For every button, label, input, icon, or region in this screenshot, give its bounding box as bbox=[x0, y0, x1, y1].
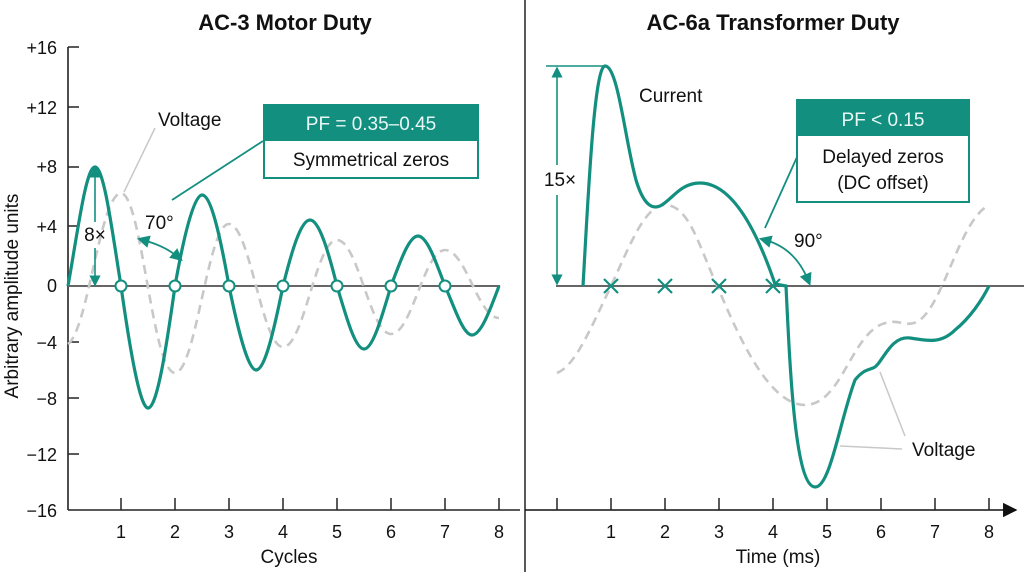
right-x-ticks bbox=[556, 498, 990, 510]
svg-text:+16: +16 bbox=[26, 38, 57, 58]
right-angle-arc bbox=[758, 235, 812, 286]
svg-text:−16: −16 bbox=[26, 501, 57, 521]
left-angle-label: 70° bbox=[145, 213, 174, 234]
left-voltage-leader bbox=[123, 127, 156, 193]
left-panel: AC-3 Motor Duty +16 +12 +8 +4 0 −4 −8 −1… bbox=[2, 10, 520, 568]
right-peak-label: 15× bbox=[544, 170, 576, 191]
right-voltage-label: Voltage bbox=[912, 440, 975, 461]
left-zero-crossing-markers bbox=[114, 279, 452, 293]
svg-text:+8: +8 bbox=[36, 157, 57, 177]
right-box-body-line2: (DC offset) bbox=[837, 173, 929, 194]
left-peak-label: 8× bbox=[84, 225, 106, 246]
svg-text:4: 4 bbox=[768, 522, 778, 542]
left-box-header: PF = 0.35–0.45 bbox=[306, 114, 436, 135]
svg-text:3: 3 bbox=[224, 522, 234, 542]
left-current-curve bbox=[66, 165, 501, 410]
right-chart-title: AC-6a Transformer Duty bbox=[646, 10, 900, 35]
right-box-header: PF < 0.15 bbox=[842, 110, 925, 131]
right-x-tick-labels: 1 2 3 4 5 6 7 8 bbox=[606, 522, 994, 542]
left-x-tick-labels: 1 2 3 4 5 6 7 8 bbox=[116, 522, 504, 542]
right-pf-box: PF < 0.15 Delayed zeros (DC offset) bbox=[796, 99, 970, 203]
right-x-axis-label: Time (ms) bbox=[736, 547, 821, 568]
right-box-body-line1: Delayed zeros bbox=[822, 147, 943, 168]
svg-text:8: 8 bbox=[984, 522, 994, 542]
svg-text:6: 6 bbox=[386, 522, 396, 542]
right-voltage-leader-2 bbox=[879, 371, 906, 437]
svg-text:1: 1 bbox=[606, 522, 616, 542]
svg-text:0: 0 bbox=[47, 276, 57, 296]
left-angle-arc bbox=[136, 235, 183, 262]
right-voltage-curve bbox=[556, 203, 990, 407]
right-angle-label: 90° bbox=[794, 231, 823, 252]
left-voltage-label: Voltage bbox=[158, 110, 221, 131]
svg-text:7: 7 bbox=[440, 522, 450, 542]
right-current-label: Current bbox=[639, 86, 703, 107]
svg-text:1: 1 bbox=[116, 522, 126, 542]
svg-text:2: 2 bbox=[660, 522, 670, 542]
svg-text:5: 5 bbox=[332, 522, 342, 542]
svg-text:+12: +12 bbox=[26, 98, 57, 118]
svg-text:5: 5 bbox=[822, 522, 832, 542]
svg-text:2: 2 bbox=[170, 522, 180, 542]
right-panel: AC-6a Transformer Duty 1 2 3 4 5 6 7 8 T… bbox=[525, 10, 1024, 568]
svg-text:8: 8 bbox=[494, 522, 504, 542]
left-chart-title: AC-3 Motor Duty bbox=[198, 10, 372, 35]
svg-text:3: 3 bbox=[714, 522, 724, 542]
right-current-curve bbox=[581, 64, 991, 489]
svg-text:6: 6 bbox=[876, 522, 886, 542]
svg-text:−12: −12 bbox=[26, 445, 57, 465]
left-x-axis-label: Cycles bbox=[260, 547, 317, 568]
left-x-ticks bbox=[120, 498, 500, 510]
right-voltage-leader-1 bbox=[839, 445, 903, 450]
left-y-axis-label: Arbitrary amplitude units bbox=[2, 194, 23, 399]
left-voltage-curve bbox=[67, 191, 500, 375]
svg-text:−4: −4 bbox=[36, 333, 57, 353]
svg-text:−8: −8 bbox=[36, 389, 57, 409]
svg-text:+4: +4 bbox=[36, 217, 57, 237]
left-y-tick-labels: +16 +12 +8 +4 0 −4 −8 −12 −16 bbox=[26, 38, 57, 521]
left-box-leader bbox=[171, 140, 264, 201]
right-box-leader bbox=[764, 156, 798, 229]
svg-text:4: 4 bbox=[278, 522, 288, 542]
svg-text:7: 7 bbox=[930, 522, 940, 542]
left-box-body: Symmetrical zeros bbox=[293, 150, 449, 171]
left-pf-box: PF = 0.35–0.45 Symmetrical zeros bbox=[263, 104, 479, 179]
